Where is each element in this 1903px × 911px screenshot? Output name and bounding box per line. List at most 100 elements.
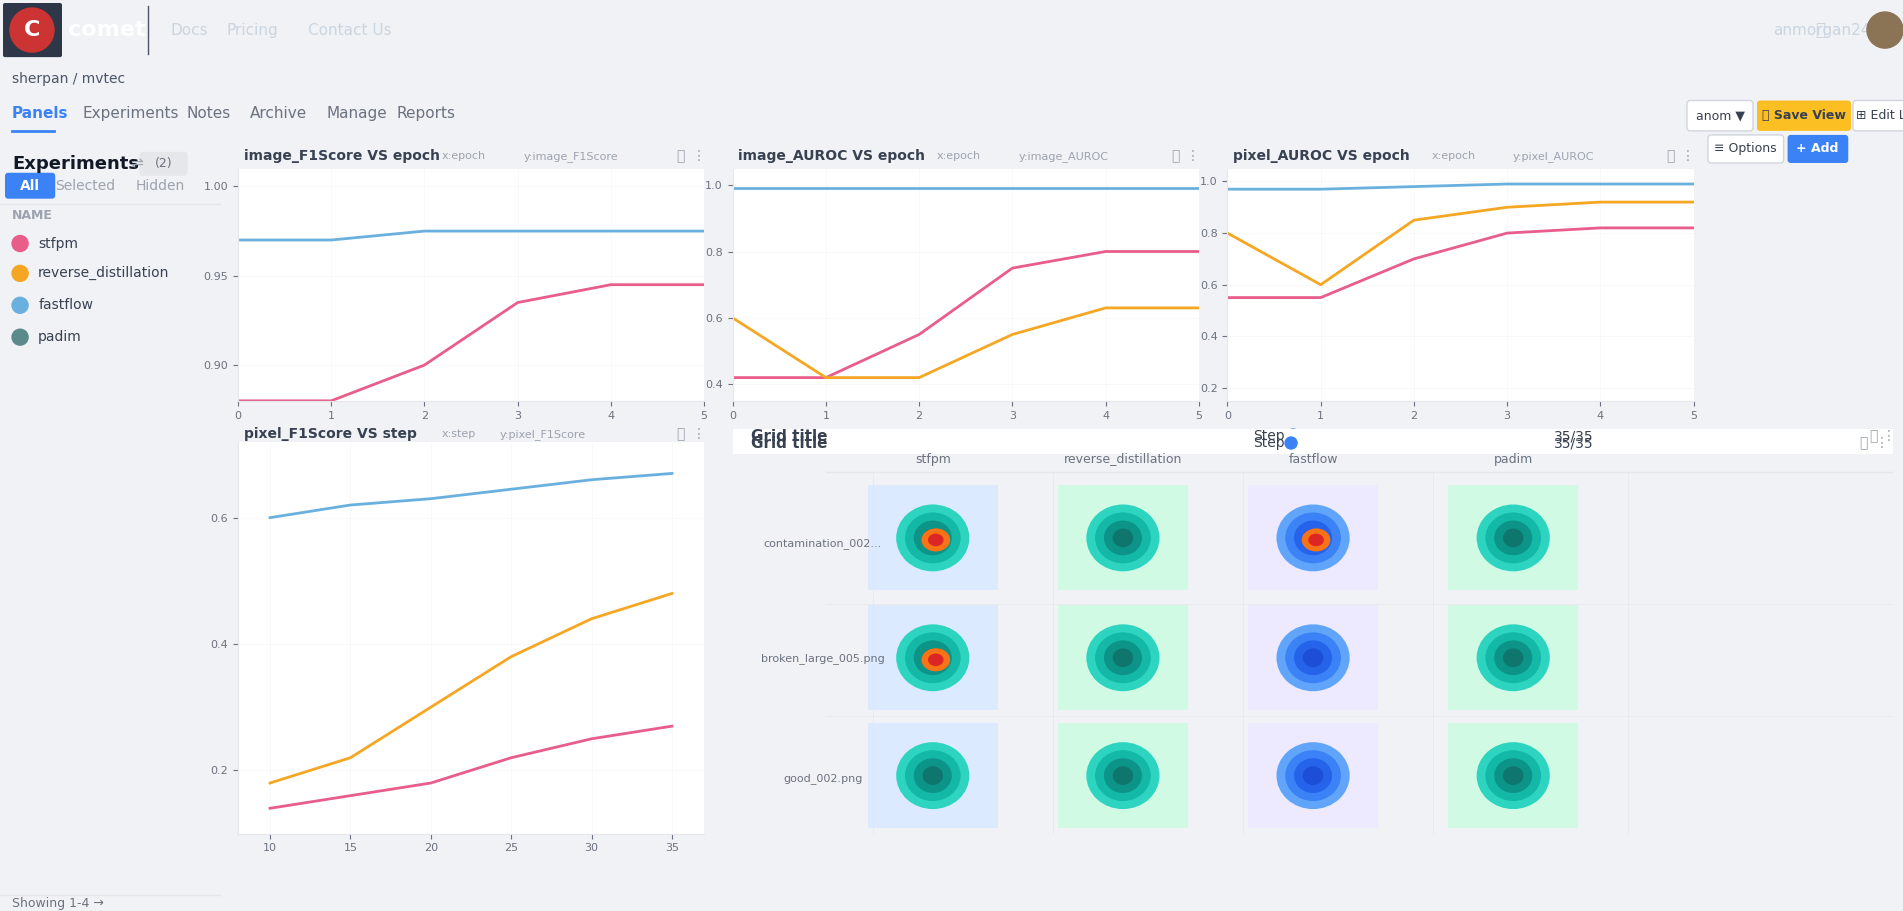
Text: ≡ Options: ≡ Options xyxy=(1715,142,1777,156)
Text: Contact Us: Contact Us xyxy=(308,23,392,37)
Text: ⋮: ⋮ xyxy=(691,427,706,441)
Text: Step: Step xyxy=(1252,436,1285,450)
Text: 💾 Save View: 💾 Save View xyxy=(1762,109,1846,122)
Ellipse shape xyxy=(1073,613,1172,702)
Ellipse shape xyxy=(1087,742,1159,809)
Text: y:image_AUROC: y:image_AUROC xyxy=(1018,151,1108,162)
Ellipse shape xyxy=(896,505,969,571)
Text: ⤢: ⤢ xyxy=(1859,436,1867,450)
Text: padim: padim xyxy=(38,330,82,344)
FancyBboxPatch shape xyxy=(1787,135,1848,163)
FancyBboxPatch shape xyxy=(1248,723,1378,828)
FancyBboxPatch shape xyxy=(733,429,1893,454)
Circle shape xyxy=(1286,429,1300,443)
Text: Selected: Selected xyxy=(55,179,116,193)
Ellipse shape xyxy=(923,766,944,785)
Ellipse shape xyxy=(1465,731,1562,820)
Ellipse shape xyxy=(1486,751,1541,801)
FancyBboxPatch shape xyxy=(1058,486,1187,590)
Circle shape xyxy=(1285,437,1298,449)
Ellipse shape xyxy=(1277,742,1349,809)
Text: Manage: Manage xyxy=(327,107,388,121)
Ellipse shape xyxy=(1285,632,1342,683)
Text: Experiments: Experiments xyxy=(11,155,139,173)
FancyBboxPatch shape xyxy=(139,152,188,176)
FancyBboxPatch shape xyxy=(6,173,55,199)
Text: pixel_AUROC VS epoch: pixel_AUROC VS epoch xyxy=(1233,149,1410,163)
Text: x:step: x:step xyxy=(441,429,476,439)
Ellipse shape xyxy=(1094,751,1151,801)
Ellipse shape xyxy=(1465,613,1562,702)
Ellipse shape xyxy=(885,494,982,582)
Ellipse shape xyxy=(1494,520,1532,556)
FancyBboxPatch shape xyxy=(1686,100,1753,131)
Ellipse shape xyxy=(1087,505,1159,571)
Text: ⋮: ⋮ xyxy=(1882,429,1895,443)
Ellipse shape xyxy=(1294,758,1332,793)
Ellipse shape xyxy=(1486,513,1541,563)
Text: ⤢: ⤢ xyxy=(677,427,685,441)
Text: broken_large_005.png: broken_large_005.png xyxy=(761,653,885,664)
FancyBboxPatch shape xyxy=(1448,486,1578,590)
Text: Panels: Panels xyxy=(11,107,69,121)
Text: sherpan / mvtec: sherpan / mvtec xyxy=(11,72,126,87)
Circle shape xyxy=(11,297,29,313)
Text: 🔔: 🔔 xyxy=(1815,21,1825,39)
FancyBboxPatch shape xyxy=(1709,135,1783,163)
Text: ⤢: ⤢ xyxy=(677,149,685,163)
Text: ⋮: ⋮ xyxy=(1680,149,1696,163)
Text: + Add: + Add xyxy=(1796,142,1838,156)
Ellipse shape xyxy=(1073,731,1172,820)
Text: reverse_distillation: reverse_distillation xyxy=(1064,453,1182,466)
Ellipse shape xyxy=(1503,649,1524,667)
Ellipse shape xyxy=(1073,494,1172,582)
Text: ⤢: ⤢ xyxy=(1172,149,1180,163)
Text: ⊞ Edit Layout: ⊞ Edit Layout xyxy=(1855,109,1903,122)
FancyBboxPatch shape xyxy=(1756,100,1852,131)
Ellipse shape xyxy=(906,632,961,683)
Text: pixel_F1Score VS step: pixel_F1Score VS step xyxy=(244,427,417,441)
Text: image_AUROC VS epoch: image_AUROC VS epoch xyxy=(738,149,925,163)
Text: Grid title: Grid title xyxy=(750,435,828,451)
Text: ⋮: ⋮ xyxy=(1186,149,1201,163)
Text: ⋮: ⋮ xyxy=(691,149,706,163)
Text: fastflow: fastflow xyxy=(1288,453,1338,466)
Ellipse shape xyxy=(1094,632,1151,683)
Ellipse shape xyxy=(1264,613,1363,702)
Ellipse shape xyxy=(1477,624,1549,691)
Ellipse shape xyxy=(1465,494,1562,582)
Text: Grid title: Grid title xyxy=(750,428,828,444)
Text: contamination_002...: contamination_002... xyxy=(763,538,881,549)
Text: Step: Step xyxy=(1252,429,1285,443)
FancyBboxPatch shape xyxy=(1854,100,1903,131)
Text: y:pixel_F1Score: y:pixel_F1Score xyxy=(500,429,586,440)
FancyBboxPatch shape xyxy=(1058,605,1187,711)
Ellipse shape xyxy=(1285,513,1342,563)
Text: Showing 1-4 →: Showing 1-4 → xyxy=(11,896,105,909)
Ellipse shape xyxy=(1113,528,1132,548)
Ellipse shape xyxy=(1486,632,1541,683)
Ellipse shape xyxy=(1104,758,1142,793)
FancyBboxPatch shape xyxy=(1448,723,1578,828)
Text: ⇌: ⇌ xyxy=(131,157,143,171)
Circle shape xyxy=(11,236,29,251)
Text: ⋮: ⋮ xyxy=(1874,436,1888,450)
Ellipse shape xyxy=(1087,624,1159,691)
Ellipse shape xyxy=(1294,640,1332,675)
Text: (2): (2) xyxy=(154,158,173,170)
Ellipse shape xyxy=(1307,534,1324,547)
Text: 35/35: 35/35 xyxy=(1553,436,1593,450)
Text: NAME: NAME xyxy=(11,210,53,222)
Ellipse shape xyxy=(929,534,944,547)
Text: reverse_distillation: reverse_distillation xyxy=(38,266,169,281)
Text: y:image_F1Score: y:image_F1Score xyxy=(523,151,618,162)
FancyBboxPatch shape xyxy=(1248,605,1378,711)
Ellipse shape xyxy=(923,528,944,548)
Text: Pricing: Pricing xyxy=(226,23,278,37)
Text: y:pixel_AUROC: y:pixel_AUROC xyxy=(1513,151,1595,162)
Text: 35/35: 35/35 xyxy=(1553,429,1593,443)
Ellipse shape xyxy=(1277,624,1349,691)
Ellipse shape xyxy=(1477,505,1549,571)
Text: Experiments: Experiments xyxy=(82,107,179,121)
FancyBboxPatch shape xyxy=(868,486,997,590)
